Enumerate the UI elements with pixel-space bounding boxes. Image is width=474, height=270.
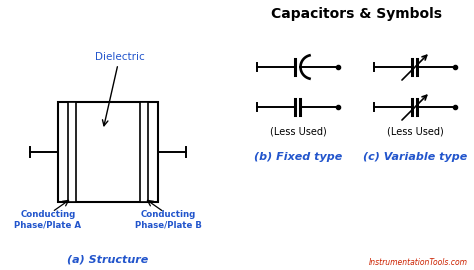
Text: Conducting
Phase/Plate B: Conducting Phase/Plate B bbox=[135, 210, 201, 230]
Bar bbox=[140, 102, 148, 202]
Text: Capacitors & Symbols: Capacitors & Symbols bbox=[272, 7, 443, 21]
Bar bbox=[58, 102, 158, 202]
Text: (Less Used): (Less Used) bbox=[387, 127, 443, 137]
Text: (c) Variable type: (c) Variable type bbox=[363, 152, 467, 162]
Text: (Less Used): (Less Used) bbox=[270, 127, 327, 137]
Text: Dielectric: Dielectric bbox=[95, 52, 145, 62]
Text: (a) Structure: (a) Structure bbox=[67, 254, 149, 264]
Bar bbox=[68, 102, 76, 202]
Text: (b) Fixed type: (b) Fixed type bbox=[254, 152, 342, 162]
Text: InstrumentationTools.com: InstrumentationTools.com bbox=[369, 258, 468, 267]
Text: Conducting
Phase/Plate A: Conducting Phase/Plate A bbox=[15, 210, 82, 230]
